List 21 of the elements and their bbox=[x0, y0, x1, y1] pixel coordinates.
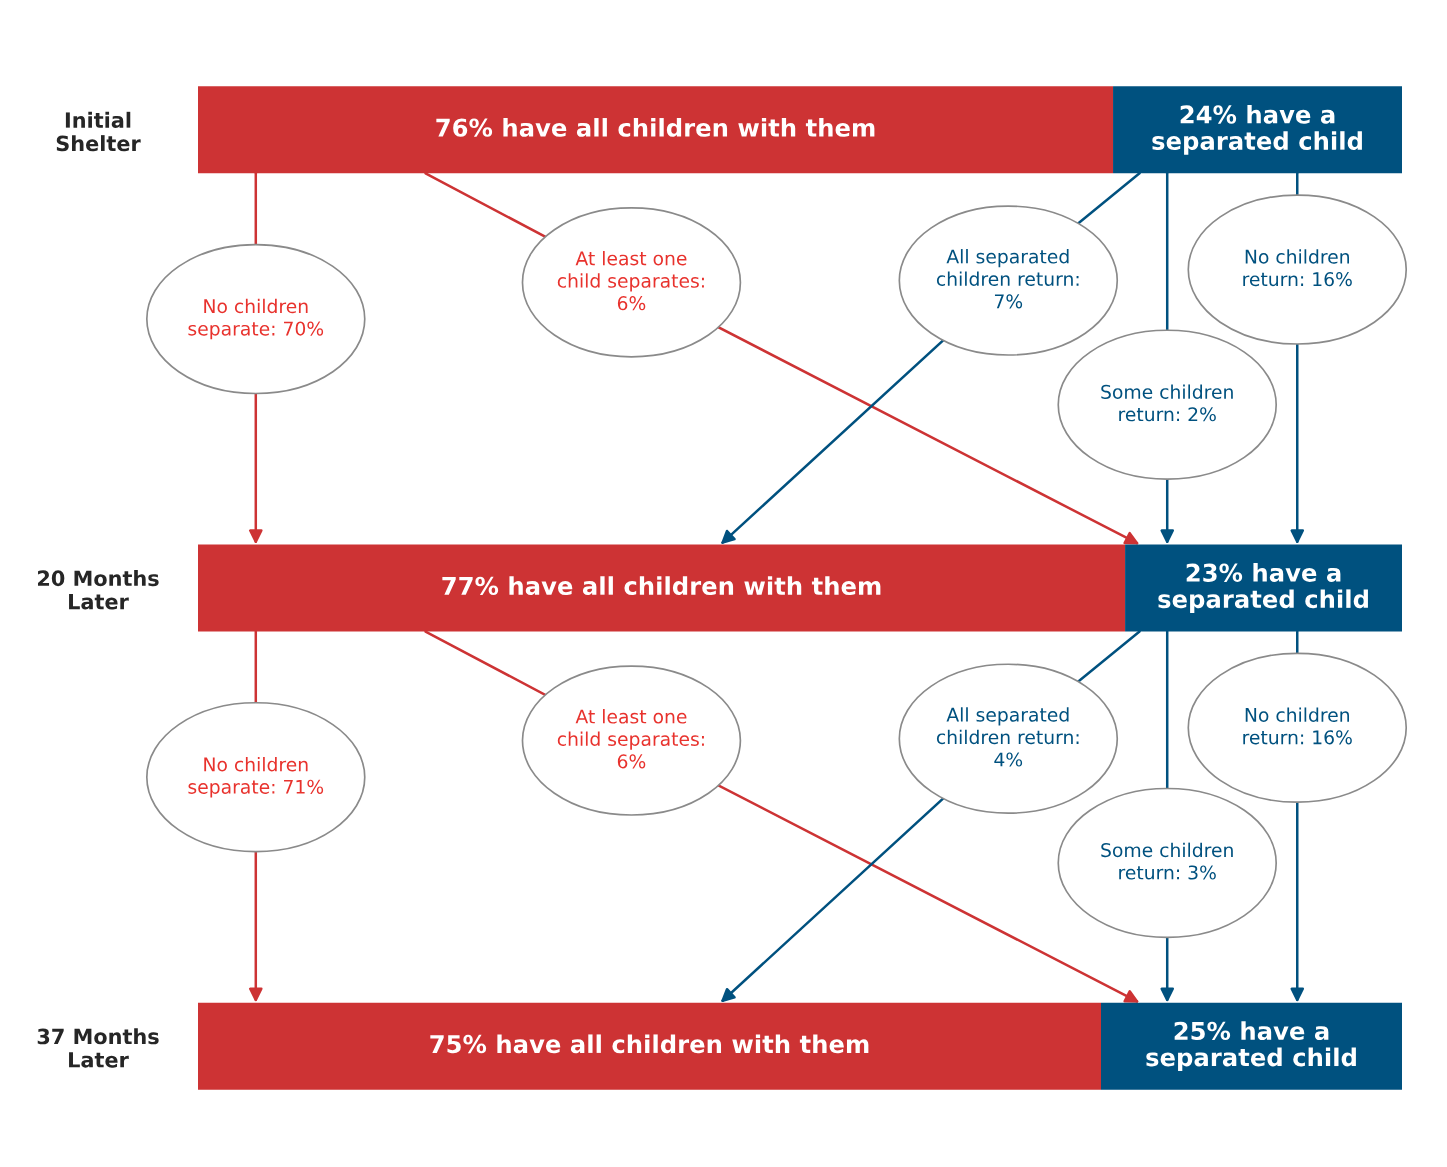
data-label: 76% have all children with them bbox=[436, 118, 875, 137]
y-tick-label: 20 Months Later bbox=[37, 570, 159, 610]
annotation: At least one child separates: 6% bbox=[557, 250, 704, 311]
annotation: No children separate: 70% bbox=[188, 298, 324, 340]
annotation: No children return: 16% bbox=[1243, 707, 1352, 745]
annotation: Some children return: 2% bbox=[1101, 384, 1233, 422]
data-label: 25% have a separated child bbox=[1146, 1021, 1356, 1072]
annotation: At least one child separates: 6% bbox=[557, 709, 704, 769]
data-label: 23% have a separated child bbox=[1158, 563, 1368, 613]
data-label: 24% have a separated child bbox=[1152, 104, 1362, 155]
annotation: All separated children return: 7% bbox=[936, 249, 1079, 309]
annotation: No children return: 16% bbox=[1243, 249, 1352, 287]
data-label: 77% have all children with them bbox=[442, 576, 881, 596]
data-label: 75% have all children with them bbox=[430, 1034, 869, 1054]
bar bbox=[198, 1002, 1101, 1090]
y-tick-label: 37 Months Later bbox=[37, 1028, 159, 1068]
annotation: Some children return: 3% bbox=[1101, 842, 1233, 880]
annotation: No children separate: 71% bbox=[188, 756, 324, 798]
annotation: All separated children return: 4% bbox=[936, 707, 1079, 767]
y-tick-label: Initial Shelter bbox=[56, 111, 141, 152]
bar bbox=[1101, 1002, 1402, 1090]
